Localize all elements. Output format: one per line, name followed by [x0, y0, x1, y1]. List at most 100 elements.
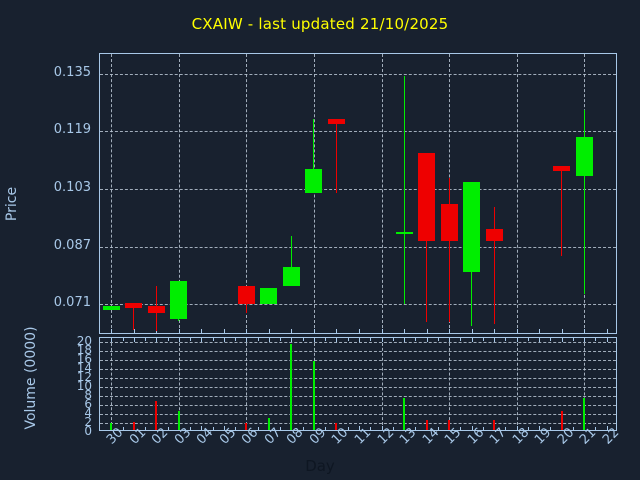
day-tick-mark [539, 338, 541, 342]
candle-wick [448, 178, 450, 323]
price-tick-label: 0.103 [53, 180, 91, 196]
day-tick-mark [606, 426, 608, 430]
volume-tick-label: 16 [76, 352, 92, 367]
candle-body [237, 286, 255, 305]
day-tick-mark [268, 338, 270, 342]
day-minor-tick-mark [235, 338, 237, 341]
day-tick-mark [516, 329, 518, 333]
day-minor-tick-mark [482, 427, 484, 430]
price-tick-label: 0.087 [53, 237, 91, 253]
volume-gridline [100, 360, 616, 362]
volume-bar [312, 360, 315, 430]
day-minor-tick-mark [572, 338, 574, 341]
day-minor-tick-mark [460, 338, 462, 341]
day-tick-mark [246, 338, 248, 342]
volume-gridline [100, 396, 616, 398]
day-minor-tick-mark [392, 338, 394, 341]
day-gridline [381, 338, 383, 430]
day-minor-tick-mark [370, 427, 372, 430]
candle-body [463, 181, 481, 272]
volume-gridline [100, 423, 616, 425]
day-gridline [449, 54, 451, 333]
volume-tick-mark [99, 378, 100, 379]
day-minor-tick-mark [505, 338, 507, 341]
day-tick-mark [381, 329, 383, 333]
day-minor-tick-mark [370, 338, 372, 341]
candle-body [440, 203, 458, 242]
volume-tick-label: 6 [84, 397, 92, 412]
price-tick-mark [99, 304, 100, 305]
day-tick-mark [313, 329, 315, 333]
day-gridline [178, 338, 180, 430]
day-minor-tick-mark [482, 338, 484, 341]
volume-tick-mark [99, 351, 100, 352]
day-tick-mark [471, 426, 473, 430]
day-minor-tick-mark [527, 427, 529, 430]
day-minor-tick-mark [550, 427, 552, 430]
volume-tick-mark [99, 414, 100, 415]
day-tick-mark [111, 338, 113, 342]
day-minor-tick-mark [212, 338, 214, 341]
day-tick-mark [404, 329, 406, 333]
volume-tick-label: 20 [76, 334, 92, 349]
candle-body [305, 169, 323, 193]
volume-tick-label: 10 [76, 379, 92, 394]
day-tick-mark [268, 329, 270, 333]
chart-title: CXAIW - last updated 21/10/2025 [191, 15, 449, 33]
price-gridline [100, 189, 616, 191]
day-tick-mark [133, 329, 135, 333]
volume-tick-mark [99, 360, 100, 361]
day-gridline [313, 54, 315, 333]
day-minor-tick-mark [167, 338, 169, 341]
day-tick-mark [449, 329, 451, 333]
day-minor-tick-mark [325, 338, 327, 341]
volume-bar [177, 411, 180, 430]
candle-body [575, 136, 593, 177]
candle-wick [290, 235, 292, 287]
candle-body [147, 306, 165, 314]
candle-body [282, 266, 300, 287]
day-tick-mark [359, 338, 360, 342]
day-minor-tick-mark [212, 427, 214, 430]
volume-bar [335, 422, 338, 430]
candle-wick [313, 118, 315, 193]
day-tick-mark [111, 329, 113, 333]
day-gridline [584, 54, 586, 333]
day-tick-mark [471, 329, 473, 333]
volume-gridline [100, 342, 616, 344]
day-minor-tick-mark [595, 338, 597, 341]
day-minor-tick-mark [437, 427, 439, 430]
day-tick-mark [201, 338, 203, 342]
day-minor-tick-mark [347, 338, 349, 341]
day-minor-tick-mark [415, 427, 417, 430]
day-gridline [111, 54, 113, 333]
day-minor-tick-mark [437, 338, 439, 341]
day-minor-tick-mark [302, 338, 304, 341]
day-minor-tick-mark [392, 427, 394, 430]
day-tick-mark [359, 426, 360, 430]
volume-tick-label: 14 [76, 361, 92, 376]
day-minor-tick-mark [505, 427, 507, 430]
day-minor-tick-mark [325, 427, 327, 430]
volume-bar [583, 397, 586, 430]
day-tick-mark [584, 329, 586, 333]
day-tick-mark [426, 338, 428, 342]
day-gridline [381, 54, 383, 333]
volume-bar [110, 423, 113, 430]
volume-gridline [100, 369, 616, 371]
volume-gridline [100, 378, 616, 380]
day-tick-mark [606, 338, 608, 342]
price-tick-mark [99, 247, 100, 248]
volume-plot-area [99, 337, 617, 431]
day-minor-tick-mark [280, 338, 282, 341]
day-tick-mark [291, 329, 293, 333]
day-tick-mark [606, 329, 608, 333]
day-tick-mark [178, 329, 180, 333]
price-tick-mark [99, 131, 100, 132]
price-gridline [100, 304, 616, 306]
price-gridline [100, 73, 616, 75]
day-minor-tick-mark [280, 427, 282, 430]
day-minor-tick-mark [190, 338, 192, 341]
day-tick-mark [561, 329, 563, 333]
day-tick-mark [539, 426, 541, 430]
